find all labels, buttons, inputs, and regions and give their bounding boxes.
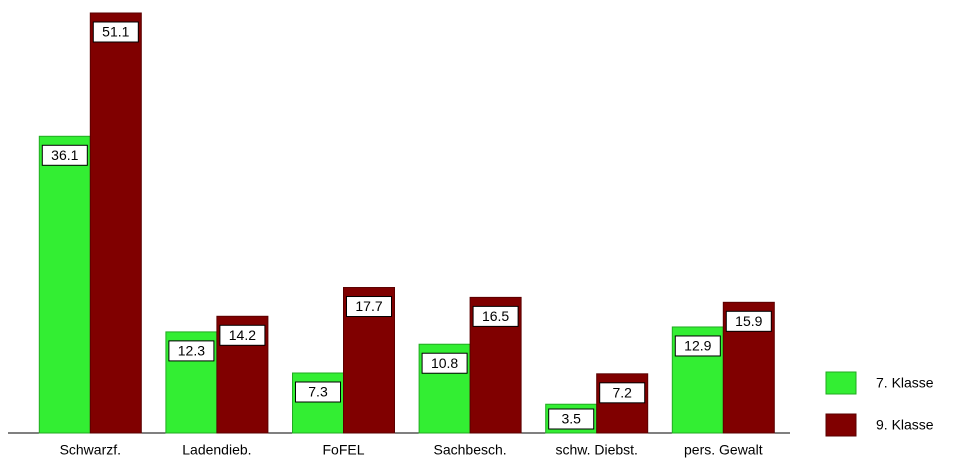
- bar: [89, 12, 142, 434]
- x-tick-label: Schwarzf.: [60, 442, 121, 458]
- value-label-box: [295, 381, 341, 403]
- value-label-box: [92, 21, 139, 43]
- value-label: 7.3: [308, 384, 328, 400]
- legend-label: 7. Klasse: [876, 375, 934, 391]
- value-label: 15.9: [735, 313, 762, 329]
- value-label: 16.5: [482, 308, 509, 324]
- value-label: 36.1: [51, 147, 78, 163]
- value-label-box: [346, 296, 392, 318]
- legend-swatch: [825, 413, 857, 437]
- value-label: 12.9: [684, 338, 711, 354]
- x-tick-label: Sachbesch.: [434, 442, 507, 458]
- x-tick-label: Ladendieb.: [182, 442, 251, 458]
- bar: [38, 135, 91, 434]
- value-label: 10.8: [431, 355, 458, 371]
- value-label-box: [41, 144, 88, 166]
- value-label: 7.2: [612, 385, 632, 401]
- x-tick-label: schw. Diebst.: [555, 442, 637, 458]
- value-label-box: [548, 408, 595, 430]
- value-label-box: [599, 382, 646, 404]
- value-label-box: [219, 324, 266, 346]
- value-label: 17.7: [355, 298, 382, 314]
- value-label-box: [421, 352, 468, 374]
- value-label-box: [725, 310, 772, 332]
- x-tick-label: FoFEL: [322, 442, 364, 458]
- legend-label: 9. Klasse: [876, 417, 934, 433]
- value-label-box: [674, 335, 721, 357]
- legend-swatch: [825, 371, 857, 395]
- value-label: 12.3: [178, 343, 205, 359]
- value-label: 14.2: [229, 327, 256, 343]
- value-label-box: [472, 305, 519, 327]
- value-label-box: [168, 340, 215, 362]
- x-tick-label: pers. Gewalt: [684, 442, 763, 458]
- value-label: 3.5: [561, 411, 581, 427]
- value-label: 51.1: [102, 24, 129, 40]
